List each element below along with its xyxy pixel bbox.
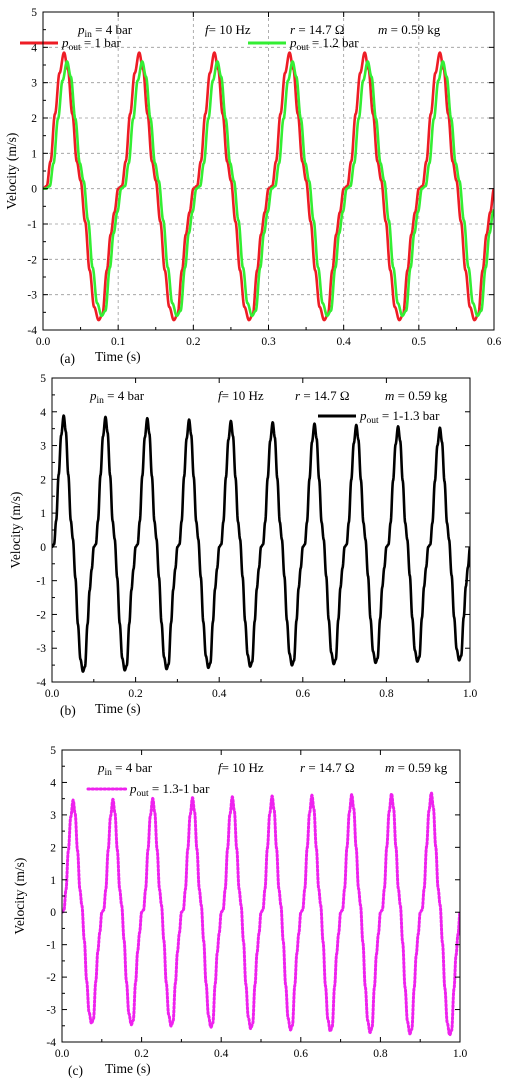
annotation-1: pin = 4 bar xyxy=(97,760,153,778)
y-axis-title: Velocity (m/s) xyxy=(12,858,27,935)
x-tick-label: 0.8 xyxy=(373,1048,388,1060)
y-axis-title: Velocity (m/s) xyxy=(4,133,19,210)
y-tick-label: 5 xyxy=(31,7,37,19)
y-tick-label: 1 xyxy=(50,875,56,887)
x-tick-label: 0.0 xyxy=(45,688,60,700)
y-tick-label: 2 xyxy=(31,113,37,125)
y-tick-label: -1 xyxy=(36,576,46,588)
x-axis-title: Time (s) xyxy=(105,1061,151,1076)
y-tick-label: -4 xyxy=(46,1037,56,1049)
x-tick-label: 0.0 xyxy=(55,1048,70,1060)
panel-label: (a) xyxy=(60,351,75,366)
y-tick-label: -3 xyxy=(27,290,37,302)
x-tick-label: 0.4 xyxy=(336,336,351,348)
series-line-1 xyxy=(62,791,460,1037)
y-tick-label: -3 xyxy=(46,1005,56,1017)
annotation-3: r = 14.7 Ω xyxy=(295,388,350,403)
legend-label-1: pout = 1 bar xyxy=(61,35,121,53)
y-tick-label: -1 xyxy=(46,940,56,952)
x-tick-label: 0.2 xyxy=(128,688,143,700)
annotation-2: f= 10 Hz xyxy=(218,760,264,775)
x-tick-label: 0.6 xyxy=(487,336,502,348)
series-line-2 xyxy=(43,60,494,318)
x-tick-label: 0.4 xyxy=(212,688,227,700)
y-tick-label: -1 xyxy=(27,219,37,231)
y-tick-label: 1 xyxy=(40,508,46,520)
y-tick-label: 1 xyxy=(31,148,37,160)
y-tick-label: 0 xyxy=(40,542,46,554)
x-tick-label: 0.3 xyxy=(261,336,276,348)
x-tick-label: 1.0 xyxy=(453,1048,468,1060)
y-tick-label: 4 xyxy=(50,777,56,789)
y-tick-label: 4 xyxy=(40,407,46,419)
y-tick-label: 4 xyxy=(31,42,37,54)
y-tick-label: -2 xyxy=(36,609,46,621)
y-tick-label: 0 xyxy=(31,184,37,196)
x-tick-label: 0.0 xyxy=(36,336,51,348)
annotation-3: r = 14.7 Ω xyxy=(300,760,355,775)
x-tick-label: 0.2 xyxy=(134,1048,149,1060)
x-tick-label: 0.8 xyxy=(379,688,394,700)
series-line-1 xyxy=(43,51,494,322)
legend-label-2: pout = 1.2 bar xyxy=(289,35,359,53)
panel-c: pout = 1.3-1 bar -4 -3 -2 -1 0 1 2 3 4 5 0.0 0.2 0.4 0… xyxy=(12,745,467,1078)
y-tick-label: 5 xyxy=(40,373,46,385)
annotation-4: m = 0.59 kg xyxy=(378,22,441,37)
y-tick-label: 5 xyxy=(50,745,56,757)
series-line-1 xyxy=(52,414,470,673)
annotation-1: pin = 4 bar xyxy=(77,22,133,40)
y-tick-label: -3 xyxy=(36,643,46,655)
annotation-4: m = 0.59 kg xyxy=(385,388,448,403)
x-axis-title: Time (s) xyxy=(95,701,141,716)
y-tick-label: 2 xyxy=(50,842,56,854)
legend-label-1: pout = 1.3-1 bar xyxy=(129,781,210,799)
panel-b: pout = 1-1.3 bar -4 -3 -2 -1 0 1 2 3 4 5 0.0 0.2 0.4 0… xyxy=(8,373,477,718)
annotation-2: f= 10 Hz xyxy=(218,388,264,403)
annotation-2: f= 10 Hz xyxy=(205,22,251,37)
y-axis-title: Velocity (m/s) xyxy=(8,492,23,569)
y-tick-label: -4 xyxy=(36,677,46,689)
y-tick-label: -2 xyxy=(46,972,56,984)
y-tick-label: 0 xyxy=(50,907,56,919)
x-tick-label: 0.4 xyxy=(214,1048,229,1060)
annotation-3: r = 14.7 Ω xyxy=(290,22,345,37)
panel-a: pout = 1 bar pout = 1.2 bar -4 -3 -2 -1 0 1 2 3 4 5… xyxy=(4,7,501,366)
annotation-4: m = 0.59 kg xyxy=(385,760,448,775)
panel-label: (c) xyxy=(68,1063,83,1078)
y-tick-label: 3 xyxy=(31,78,37,90)
y-tick-label: 3 xyxy=(40,441,46,453)
y-tick-label: -2 xyxy=(27,254,37,266)
x-tick-label: 0.1 xyxy=(111,336,126,348)
y-tick-label: 2 xyxy=(40,474,46,486)
y-tick-label: -4 xyxy=(27,325,37,337)
y-tick-label: 3 xyxy=(50,810,56,822)
annotation-1: pin = 4 bar xyxy=(89,388,145,406)
x-tick-label: 0.6 xyxy=(294,1048,309,1060)
x-tick-label: 1.0 xyxy=(463,688,478,700)
x-tick-label: 0.2 xyxy=(186,336,201,348)
x-tick-label: 0.5 xyxy=(412,336,427,348)
x-tick-label: 0.6 xyxy=(296,688,311,700)
legend-label-1: pout = 1-1.3 bar xyxy=(359,408,440,426)
x-axis-title: Time (s) xyxy=(95,349,141,364)
panel-label: (b) xyxy=(60,703,76,718)
